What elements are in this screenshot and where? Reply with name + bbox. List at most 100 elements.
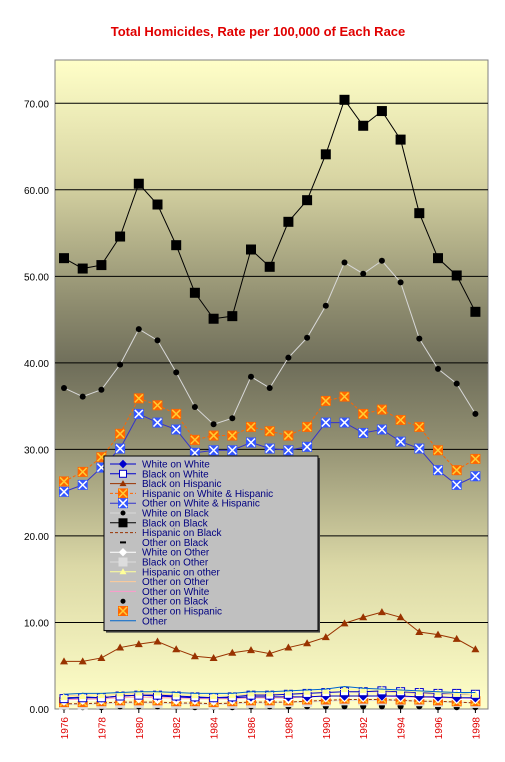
legend-label: Other on White [142, 587, 210, 598]
data-point [322, 302, 329, 309]
data-point [284, 688, 293, 696]
data-point [152, 400, 163, 411]
data-point [320, 395, 331, 406]
legend-entry: Hispanic on other [110, 567, 220, 578]
legend-label: Black on Hispanic [142, 479, 221, 490]
chart-title: Total Homicides, Rate per 100,000 of Eac… [111, 24, 406, 39]
data-point [414, 421, 425, 432]
data-point [414, 208, 425, 219]
data-point [472, 410, 479, 417]
data-point [189, 287, 200, 298]
data-point [60, 657, 68, 665]
y-axis: 0.00 10.00 20.00 30.00 40.00 50.00 60.00 70.00 [24, 99, 49, 716]
data-point [117, 361, 124, 368]
data-point [208, 313, 219, 324]
data-point [173, 369, 180, 376]
data-point [321, 633, 330, 641]
data-point [396, 613, 405, 621]
data-point [120, 598, 126, 604]
data-point [340, 619, 349, 627]
x-tick-label: 1992 [359, 717, 370, 740]
data-point [134, 640, 143, 648]
data-point [59, 476, 69, 487]
data-point [359, 685, 368, 693]
legend-box [103, 455, 319, 632]
legend-label: White on Other [142, 548, 210, 559]
series-2 [60, 608, 480, 665]
data-point [265, 689, 274, 697]
data-point [190, 691, 199, 699]
y-tick-label: 40.00 [24, 359, 49, 370]
data-point [190, 652, 199, 660]
legend-entry: Other on White [110, 587, 210, 598]
x-tick-label: 1990 [322, 717, 333, 740]
legend-entry: Black on Black [110, 518, 209, 529]
data-point [395, 134, 406, 145]
data-point [433, 253, 443, 264]
legend-entry: Black on Other [110, 557, 209, 569]
data-point [376, 106, 387, 117]
data-point [433, 445, 443, 456]
legend-entry: White on Other [110, 548, 210, 559]
data-point [360, 704, 367, 707]
data-point [264, 443, 275, 454]
data-point [171, 424, 182, 435]
data-point [171, 240, 182, 251]
series-5 [61, 257, 479, 428]
data-point [320, 417, 331, 428]
y-tick-label: 0.00 [30, 705, 50, 716]
legend-entry: Other [110, 616, 168, 627]
data-point [119, 480, 127, 487]
legend-entry: Other on Other [110, 577, 209, 588]
legend-entry: Other on White & Hispanic [110, 498, 260, 510]
data-point [359, 613, 368, 621]
data-point [120, 541, 126, 544]
data-point [209, 692, 218, 700]
y-tick-label: 10.00 [24, 618, 49, 629]
data-point [227, 311, 238, 322]
data-point [115, 443, 126, 454]
data-point [321, 686, 330, 694]
data-point [116, 643, 125, 651]
data-point [172, 690, 181, 698]
data-point [470, 471, 481, 482]
legend-label: Hispanic on White & Hispanic [142, 489, 273, 500]
data-point [210, 421, 217, 428]
data-point [264, 261, 275, 272]
x-tick-label: 1978 [97, 717, 108, 740]
data-point [227, 430, 238, 441]
data-point [303, 639, 312, 647]
data-point [303, 687, 312, 695]
data-point [285, 354, 292, 361]
legend-entry: Black on White [110, 469, 209, 480]
data-point [377, 608, 386, 616]
data-point [264, 426, 275, 437]
data-point [246, 437, 256, 448]
data-point [153, 637, 162, 645]
data-point [77, 466, 88, 477]
legend-label: White on Black [142, 509, 210, 520]
data-point [96, 260, 107, 271]
legend-entry: Black on Hispanic [110, 479, 221, 490]
x-tick-label: 1998 [471, 717, 482, 740]
series-layer [59, 94, 481, 711]
data-point [434, 630, 442, 638]
legend-label: Other on Hispanic [142, 607, 222, 618]
data-point [118, 498, 128, 509]
legend-label: Other on Black [142, 538, 209, 549]
legend-label: Black on White [142, 469, 209, 480]
y-tick-label: 30.00 [24, 445, 49, 456]
data-point [118, 459, 128, 469]
data-point [171, 408, 182, 419]
data-point [451, 270, 462, 281]
data-point [416, 335, 423, 342]
x-tick-label: 1984 [210, 717, 221, 740]
y-tick-label: 50.00 [24, 272, 49, 283]
data-point [414, 443, 425, 454]
legend-label: White on White [142, 460, 210, 471]
data-point [152, 199, 163, 210]
data-point [395, 436, 406, 447]
data-point [115, 428, 126, 439]
